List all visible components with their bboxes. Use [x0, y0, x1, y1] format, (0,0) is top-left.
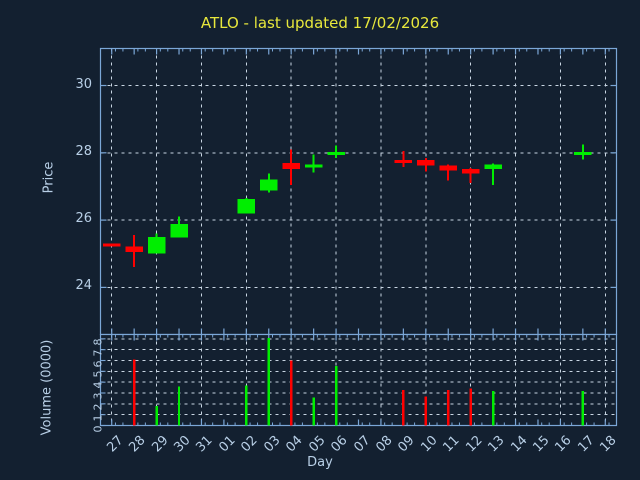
- candle-10: [417, 157, 435, 172]
- candle-05: [304, 154, 323, 173]
- x-axis-label: Day: [307, 455, 333, 470]
- candle-body: [417, 160, 435, 166]
- candle-02: [237, 198, 256, 214]
- candle-12: [461, 167, 480, 184]
- price-tick-label: 24: [75, 278, 92, 294]
- candle-04: [282, 149, 300, 185]
- candle-body: [282, 162, 300, 169]
- candle-27: [102, 243, 121, 247]
- candle-body: [147, 236, 166, 254]
- candle-body: [327, 152, 345, 156]
- candle-29: [147, 233, 166, 254]
- candle-03: [260, 173, 278, 193]
- candle-28: [125, 235, 143, 268]
- candle-06: [327, 145, 345, 158]
- candle-17: [574, 144, 592, 160]
- price-tick-label: 28: [75, 143, 92, 159]
- candle-09: [394, 151, 413, 167]
- candle-body: [260, 179, 278, 191]
- candle-body: [170, 224, 188, 238]
- candle-body: [304, 164, 323, 168]
- candle-11: [439, 164, 457, 181]
- price-tick-label: 30: [75, 76, 92, 92]
- candle-body: [461, 168, 480, 174]
- candle-body: [125, 246, 143, 253]
- price-panel-frame: [99, 47, 618, 336]
- price-tick-label: 26: [75, 211, 92, 227]
- candle-body: [237, 199, 256, 214]
- candle-body: [439, 165, 457, 171]
- candle-body: [102, 243, 121, 247]
- candle-13: [484, 163, 502, 185]
- volume-tick-label: 8: [91, 338, 105, 346]
- chart-title: ATLO - last updated 17/02/2026: [200, 14, 440, 32]
- candle-body: [394, 160, 413, 164]
- candle-body: [484, 164, 502, 169]
- candle-body: [574, 152, 592, 156]
- candle-30: [170, 216, 188, 238]
